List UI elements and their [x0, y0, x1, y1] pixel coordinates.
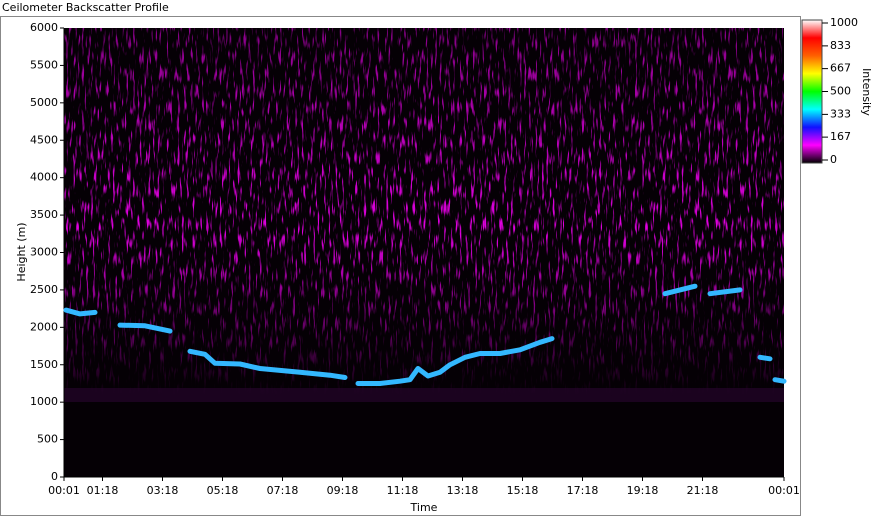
x-tick-label: 05:18: [207, 484, 239, 497]
x-tick-label: 19:18: [627, 484, 659, 497]
y-axis-label: Height (m): [15, 222, 28, 281]
y-tick-label: 4000: [30, 171, 58, 184]
y-tick-label: 2500: [30, 283, 58, 296]
x-tick-label: 09:18: [327, 484, 359, 497]
x-tick-label: 00:01: [768, 484, 800, 497]
cloud-layer: [63, 283, 787, 386]
y-tick-label: 0: [51, 470, 58, 483]
y-tick-label: 500: [37, 433, 58, 446]
chart-title: Ceilometer Backscatter Profile: [2, 1, 169, 14]
y-tick-label: 1500: [30, 358, 58, 371]
backscatter-band: [64, 388, 784, 402]
x-tick-label: 03:18: [147, 484, 179, 497]
y-tick-label: 3000: [30, 246, 58, 259]
x-tick-label: 15:18: [507, 484, 539, 497]
colorbar-tick-label: 333: [830, 107, 851, 120]
colorbar-tick-label: 667: [830, 62, 851, 75]
x-tick-label: 13:18: [447, 484, 479, 497]
y-tick-label: 5500: [30, 58, 58, 71]
x-tick-label: 01:18: [87, 484, 119, 497]
y-tick-label: 5000: [30, 96, 58, 109]
colorbar-tick-label: 1000: [830, 16, 858, 29]
backscatter-noise: [64, 28, 784, 477]
colorbar-label: Intensity: [860, 68, 873, 116]
colorbar-tick-label: 500: [830, 85, 851, 98]
x-tick-label: 00:01: [48, 484, 80, 497]
x-tick-label: 07:18: [267, 484, 299, 497]
y-tick-label: 2000: [30, 320, 58, 333]
y-tick-label: 3500: [30, 208, 58, 221]
y-tick-label: 4500: [30, 133, 58, 146]
colorbar: [801, 19, 823, 164]
colorbar-tick-label: 833: [830, 39, 851, 52]
x-tick-label: 11:18: [387, 484, 419, 497]
y-tick-label: 6000: [30, 21, 58, 34]
x-axis-label: Time: [410, 501, 438, 514]
colorbar-tick-label: 167: [830, 130, 851, 143]
x-tick-label: 21:18: [687, 484, 719, 497]
y-tick-label: 1000: [30, 395, 58, 408]
x-tick-label: 17:18: [567, 484, 599, 497]
colorbar-tick-label: 0: [830, 153, 837, 166]
